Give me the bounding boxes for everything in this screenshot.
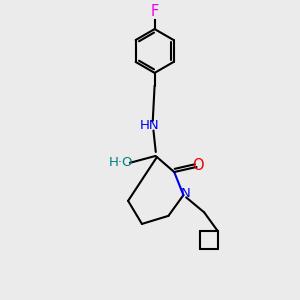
Text: N: N [180,188,190,200]
Text: O: O [193,158,204,172]
Text: H·O: H·O [109,156,134,169]
Text: F: F [151,4,159,20]
Text: HN: HN [140,119,160,132]
